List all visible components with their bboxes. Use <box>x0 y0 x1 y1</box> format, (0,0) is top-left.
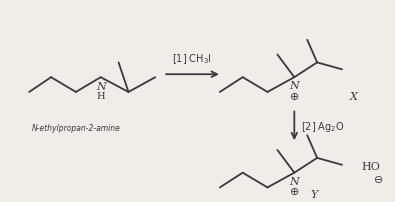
Text: HO: HO <box>361 161 380 171</box>
Text: ⊖: ⊖ <box>374 174 384 184</box>
Text: H: H <box>96 92 105 100</box>
Text: ⊕: ⊕ <box>290 186 299 197</box>
Text: [1] CH$_3$I: [1] CH$_3$I <box>172 52 212 66</box>
Text: Y: Y <box>310 189 318 199</box>
Text: X: X <box>350 92 358 101</box>
Text: ⊕: ⊕ <box>290 92 299 101</box>
Text: N: N <box>290 176 299 186</box>
Text: N: N <box>290 81 299 91</box>
Text: [2] Ag$_2$O: [2] Ag$_2$O <box>301 120 345 134</box>
Text: N: N <box>96 82 105 92</box>
Text: N-ethylpropan-2-amine: N-ethylpropan-2-amine <box>32 124 120 133</box>
